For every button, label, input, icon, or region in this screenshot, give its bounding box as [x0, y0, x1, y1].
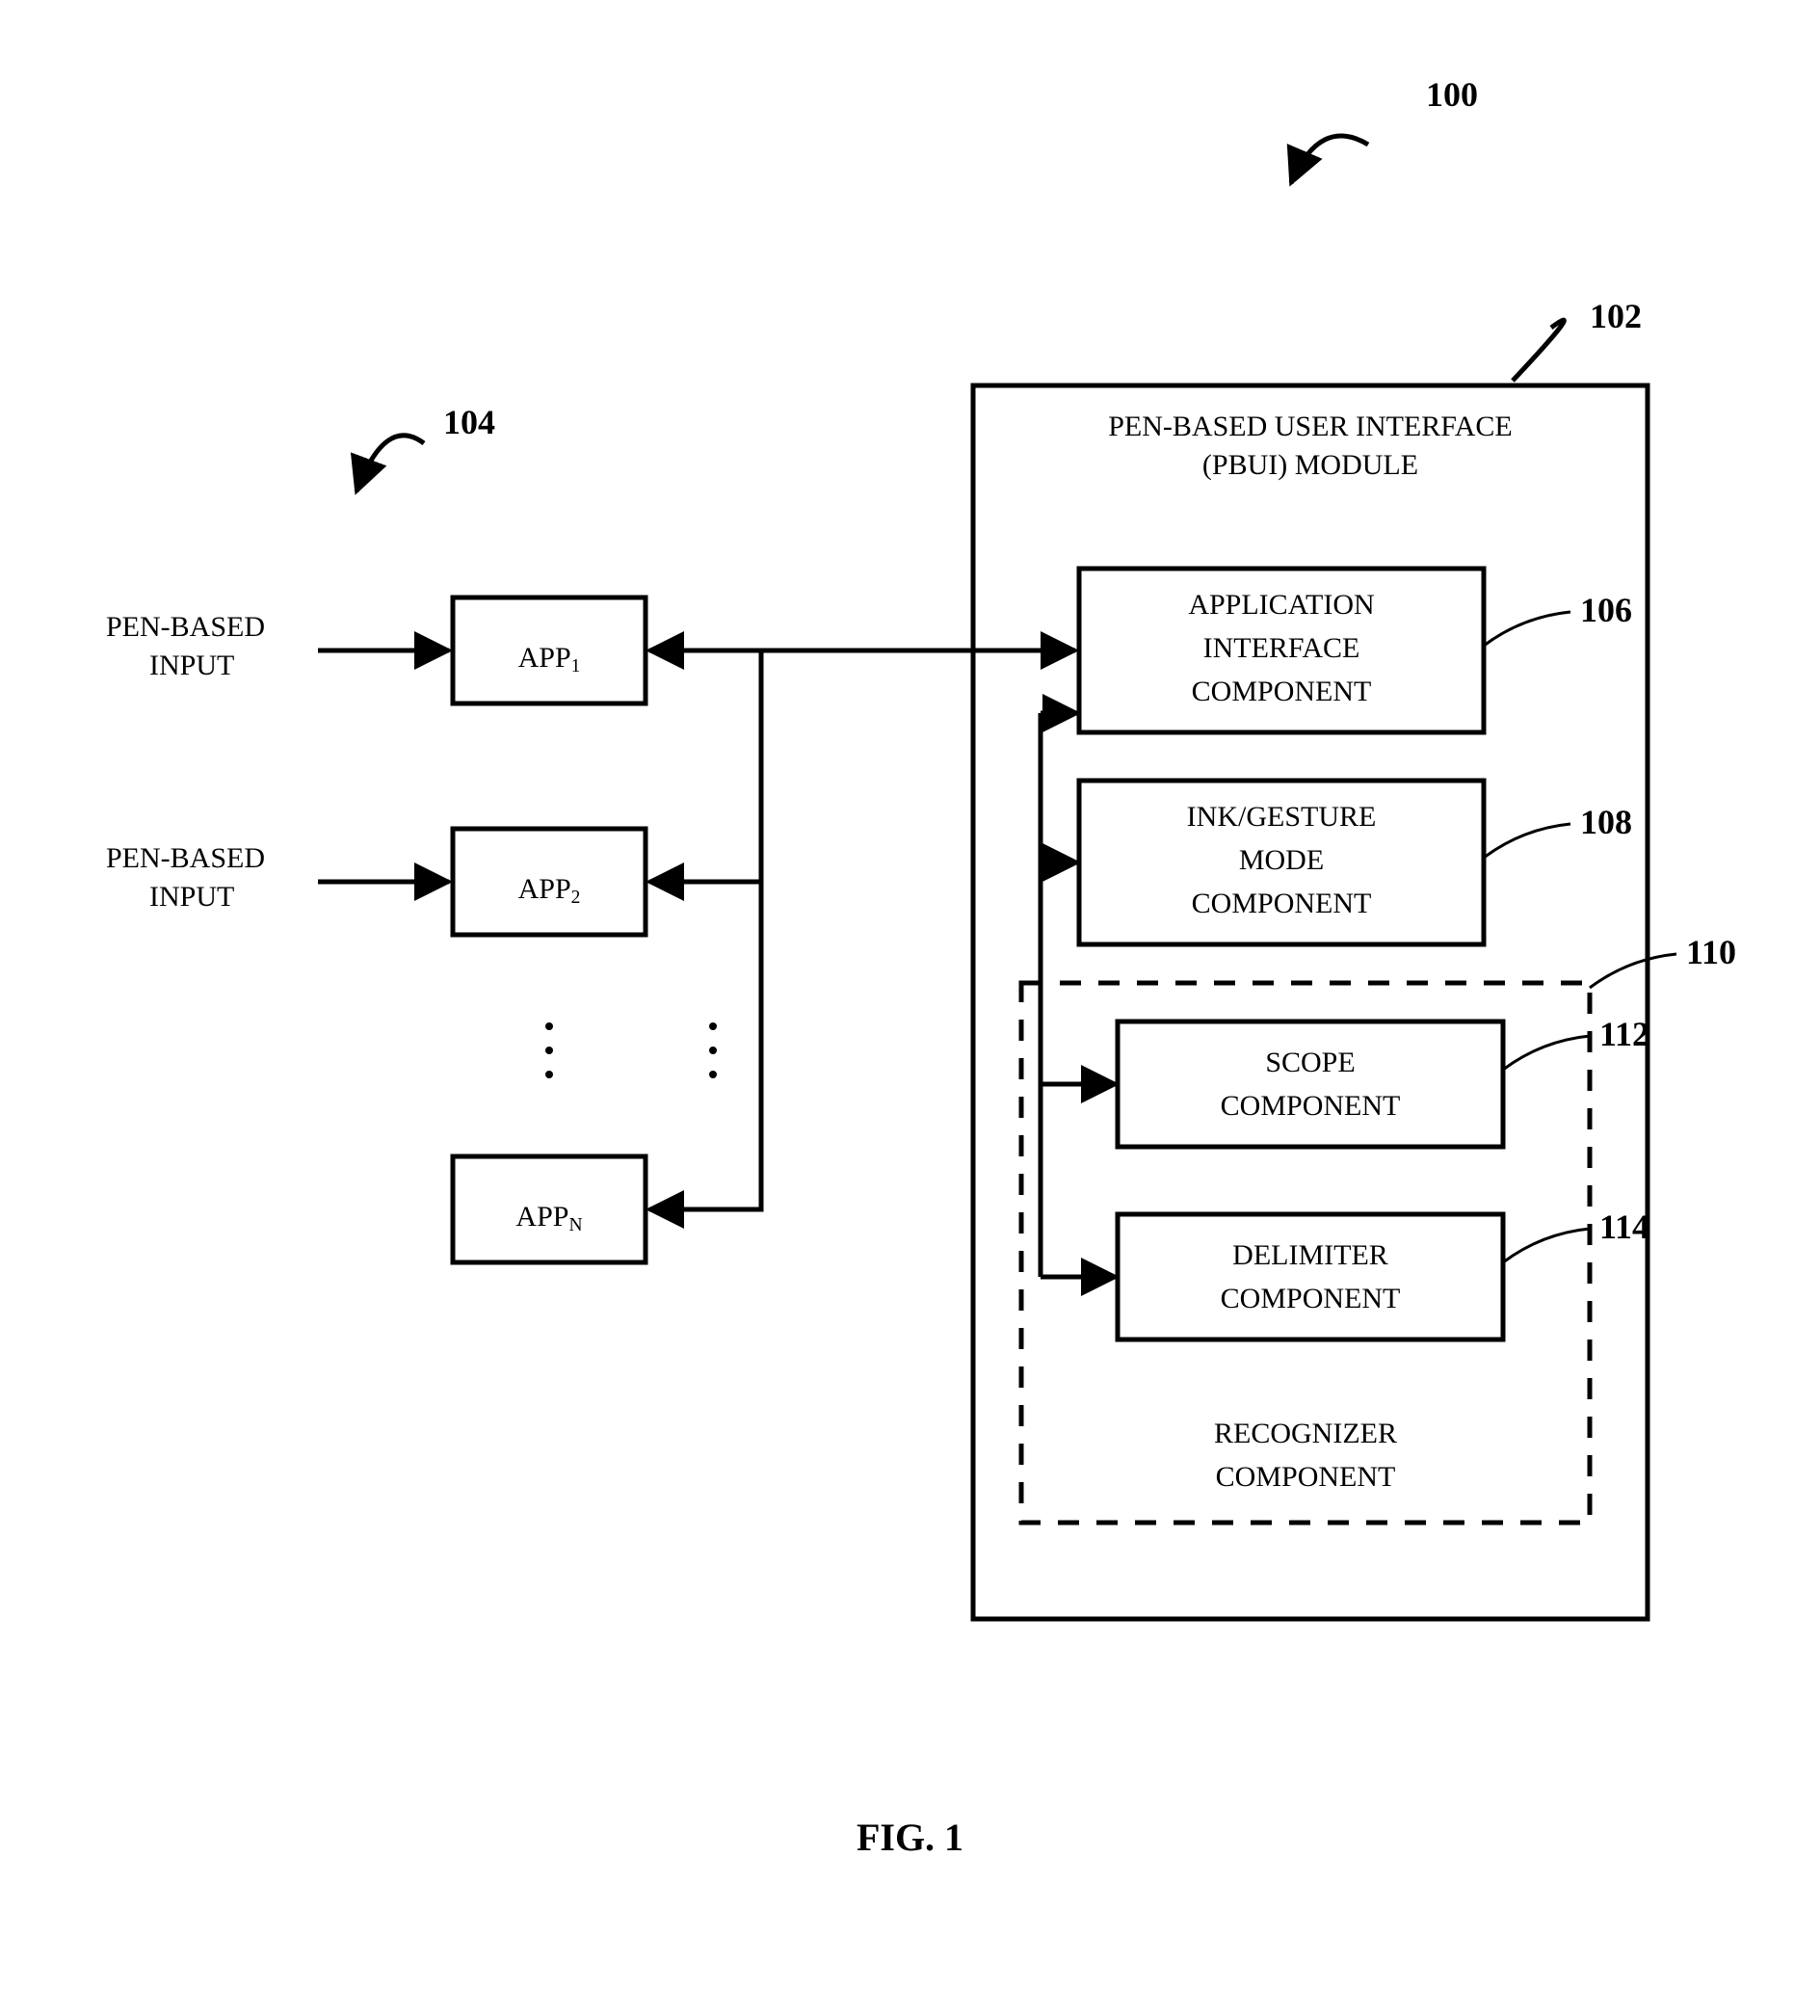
- svg-text:COMPONENT: COMPONENT: [1221, 1090, 1401, 1122]
- svg-text:RECOGNIZER: RECOGNIZER: [1214, 1418, 1397, 1449]
- delimiter-component: [1118, 1214, 1503, 1340]
- svg-text:APPLICATION: APPLICATION: [1188, 589, 1374, 621]
- svg-text:104: 104: [443, 403, 495, 441]
- svg-text:DELIMITER: DELIMITER: [1232, 1239, 1388, 1271]
- svg-text:100: 100: [1426, 75, 1478, 114]
- svg-text:114: 114: [1599, 1207, 1649, 1246]
- svg-text:SCOPE: SCOPE: [1265, 1047, 1355, 1078]
- svg-text:COMPONENT: COMPONENT: [1192, 676, 1372, 707]
- svg-text:COMPONENT: COMPONENT: [1216, 1461, 1396, 1493]
- figure-1-diagram: 100 PEN-BASED USER INTERFACE (PBUI) MODULE…: [0, 0, 1820, 2016]
- svg-text:INK/GESTURE: INK/GESTURE: [1187, 801, 1377, 833]
- svg-text:108: 108: [1580, 803, 1632, 841]
- svg-text:COMPONENT: COMPONENT: [1221, 1283, 1401, 1314]
- svg-text:APPN: APPN: [515, 1201, 582, 1236]
- svg-text:MODE: MODE: [1239, 844, 1324, 876]
- scope-component: [1118, 1021, 1503, 1147]
- svg-text:INPUT: INPUT: [149, 881, 234, 913]
- svg-text:INPUT: INPUT: [149, 650, 234, 681]
- svg-text:110: 110: [1686, 933, 1736, 971]
- svg-text:COMPONENT: COMPONENT: [1192, 888, 1372, 919]
- figure-caption: FIG. 1: [857, 1816, 963, 1859]
- svg-text:(PBUI) MODULE: (PBUI) MODULE: [1202, 449, 1418, 481]
- svg-text:APP2: APP2: [518, 873, 581, 909]
- svg-text:102: 102: [1590, 297, 1642, 335]
- svg-text:PEN-BASED: PEN-BASED: [106, 842, 265, 874]
- svg-text:PEN-BASED: PEN-BASED: [106, 611, 265, 643]
- svg-text:APP1: APP1: [518, 642, 581, 677]
- svg-text:112: 112: [1599, 1015, 1649, 1053]
- svg-text:106: 106: [1580, 591, 1632, 629]
- pbui-title: PEN-BASED USER INTERFACE: [1108, 411, 1512, 442]
- svg-text:INTERFACE: INTERFACE: [1203, 632, 1360, 664]
